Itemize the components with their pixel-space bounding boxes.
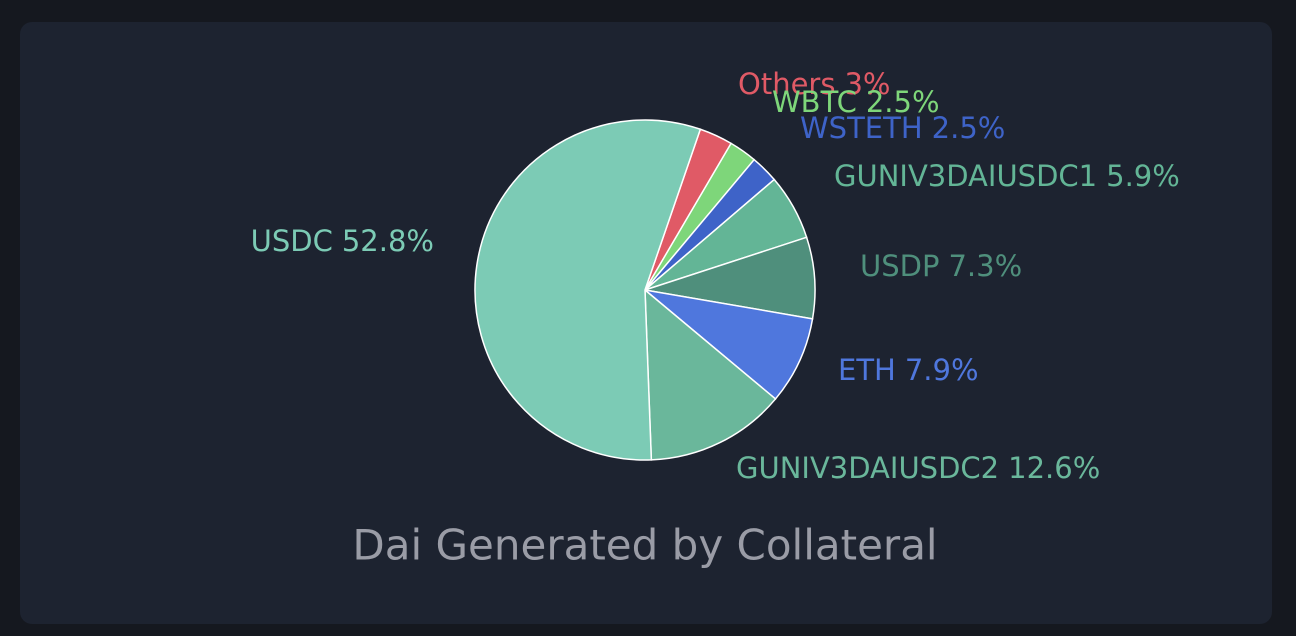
- slice-value: 2.5%: [932, 111, 1006, 145]
- slice-label: USDC 52.8%: [251, 224, 434, 258]
- slice-label: Others 3%: [738, 67, 890, 101]
- slice-category: ETH: [838, 353, 896, 387]
- slice-value: 7.9%: [905, 353, 979, 387]
- slice: [644, 288, 777, 461]
- slice-value: 52.8%: [342, 224, 434, 258]
- slice-label: USDP 7.3%: [860, 249, 1022, 283]
- slice-value: 5.9%: [1106, 159, 1180, 193]
- pie: [474, 119, 816, 461]
- slice-category: USDP: [860, 249, 939, 283]
- slice: [642, 288, 814, 401]
- slice-category: USDC: [251, 224, 333, 258]
- chart-title: Dai Generated by Collateral: [352, 521, 937, 570]
- slice-value: 12.6%: [1008, 451, 1100, 485]
- slice-label: GUNIV3DAIUSDC2 12.6%: [736, 451, 1100, 485]
- slice-label: ETH 7.9%: [838, 353, 979, 387]
- slice-value: 2.5%: [866, 85, 940, 119]
- slice-category: GUNIV3DAIUSDC1: [834, 159, 1097, 193]
- slice-label: GUNIV3DAIUSDC1 5.9%: [834, 159, 1180, 193]
- slice-value: 7.3%: [948, 249, 1022, 283]
- slice: [474, 119, 702, 461]
- slice-value: 3%: [844, 67, 890, 101]
- slice-label: WBTC 2.5%: [772, 85, 940, 119]
- slice-category: GUNIV3DAIUSDC2: [736, 451, 999, 485]
- labels: Others 3%WBTC 2.5%WSTETH 2.5%GUNIV3DAIUSDC1…: [251, 67, 1180, 485]
- slice-label: WSTETH 2.5%: [800, 111, 1005, 145]
- slice-category: WSTETH: [800, 111, 923, 145]
- slice-category: WBTC: [772, 85, 857, 119]
- slice-category: Others: [738, 67, 835, 101]
